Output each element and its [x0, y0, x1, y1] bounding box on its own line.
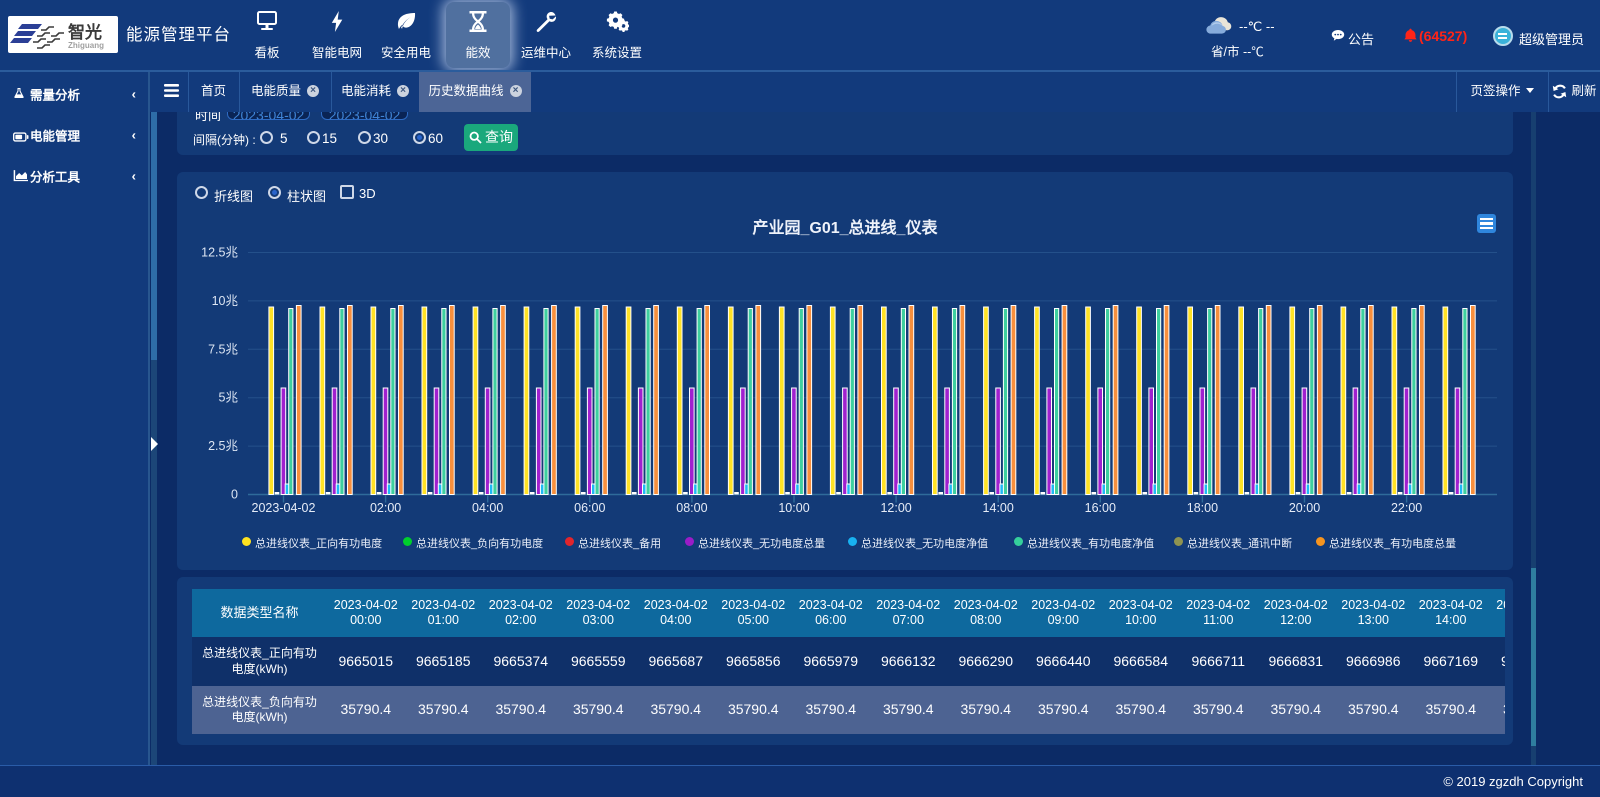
- svg-text:智光: 智光: [68, 22, 102, 42]
- svg-text:12.5兆: 12.5兆: [201, 246, 238, 260]
- svg-text:12:00: 12:00: [880, 501, 911, 515]
- svg-text:08:00: 08:00: [676, 501, 707, 515]
- svg-text:0: 0: [231, 488, 238, 502]
- svg-text:22:00: 22:00: [1391, 501, 1422, 515]
- svg-text:5兆: 5兆: [219, 391, 239, 405]
- svg-text:10:00: 10:00: [778, 501, 809, 515]
- svg-text:04:00: 04:00: [472, 501, 503, 515]
- svg-text:14:00: 14:00: [983, 501, 1014, 515]
- svg-text:10兆: 10兆: [212, 294, 239, 308]
- svg-text:16:00: 16:00: [1085, 501, 1116, 515]
- svg-text:Zhiguang: Zhiguang: [68, 41, 104, 50]
- svg-text:20:00: 20:00: [1289, 501, 1320, 515]
- svg-text:7.5兆: 7.5兆: [208, 342, 238, 356]
- svg-text:2023-04-02: 2023-04-02: [252, 501, 316, 515]
- svg-text:02:00: 02:00: [370, 501, 401, 515]
- svg-text:06:00: 06:00: [574, 501, 605, 515]
- svg-text:18:00: 18:00: [1187, 501, 1218, 515]
- svg-text:2.5兆: 2.5兆: [208, 439, 238, 453]
